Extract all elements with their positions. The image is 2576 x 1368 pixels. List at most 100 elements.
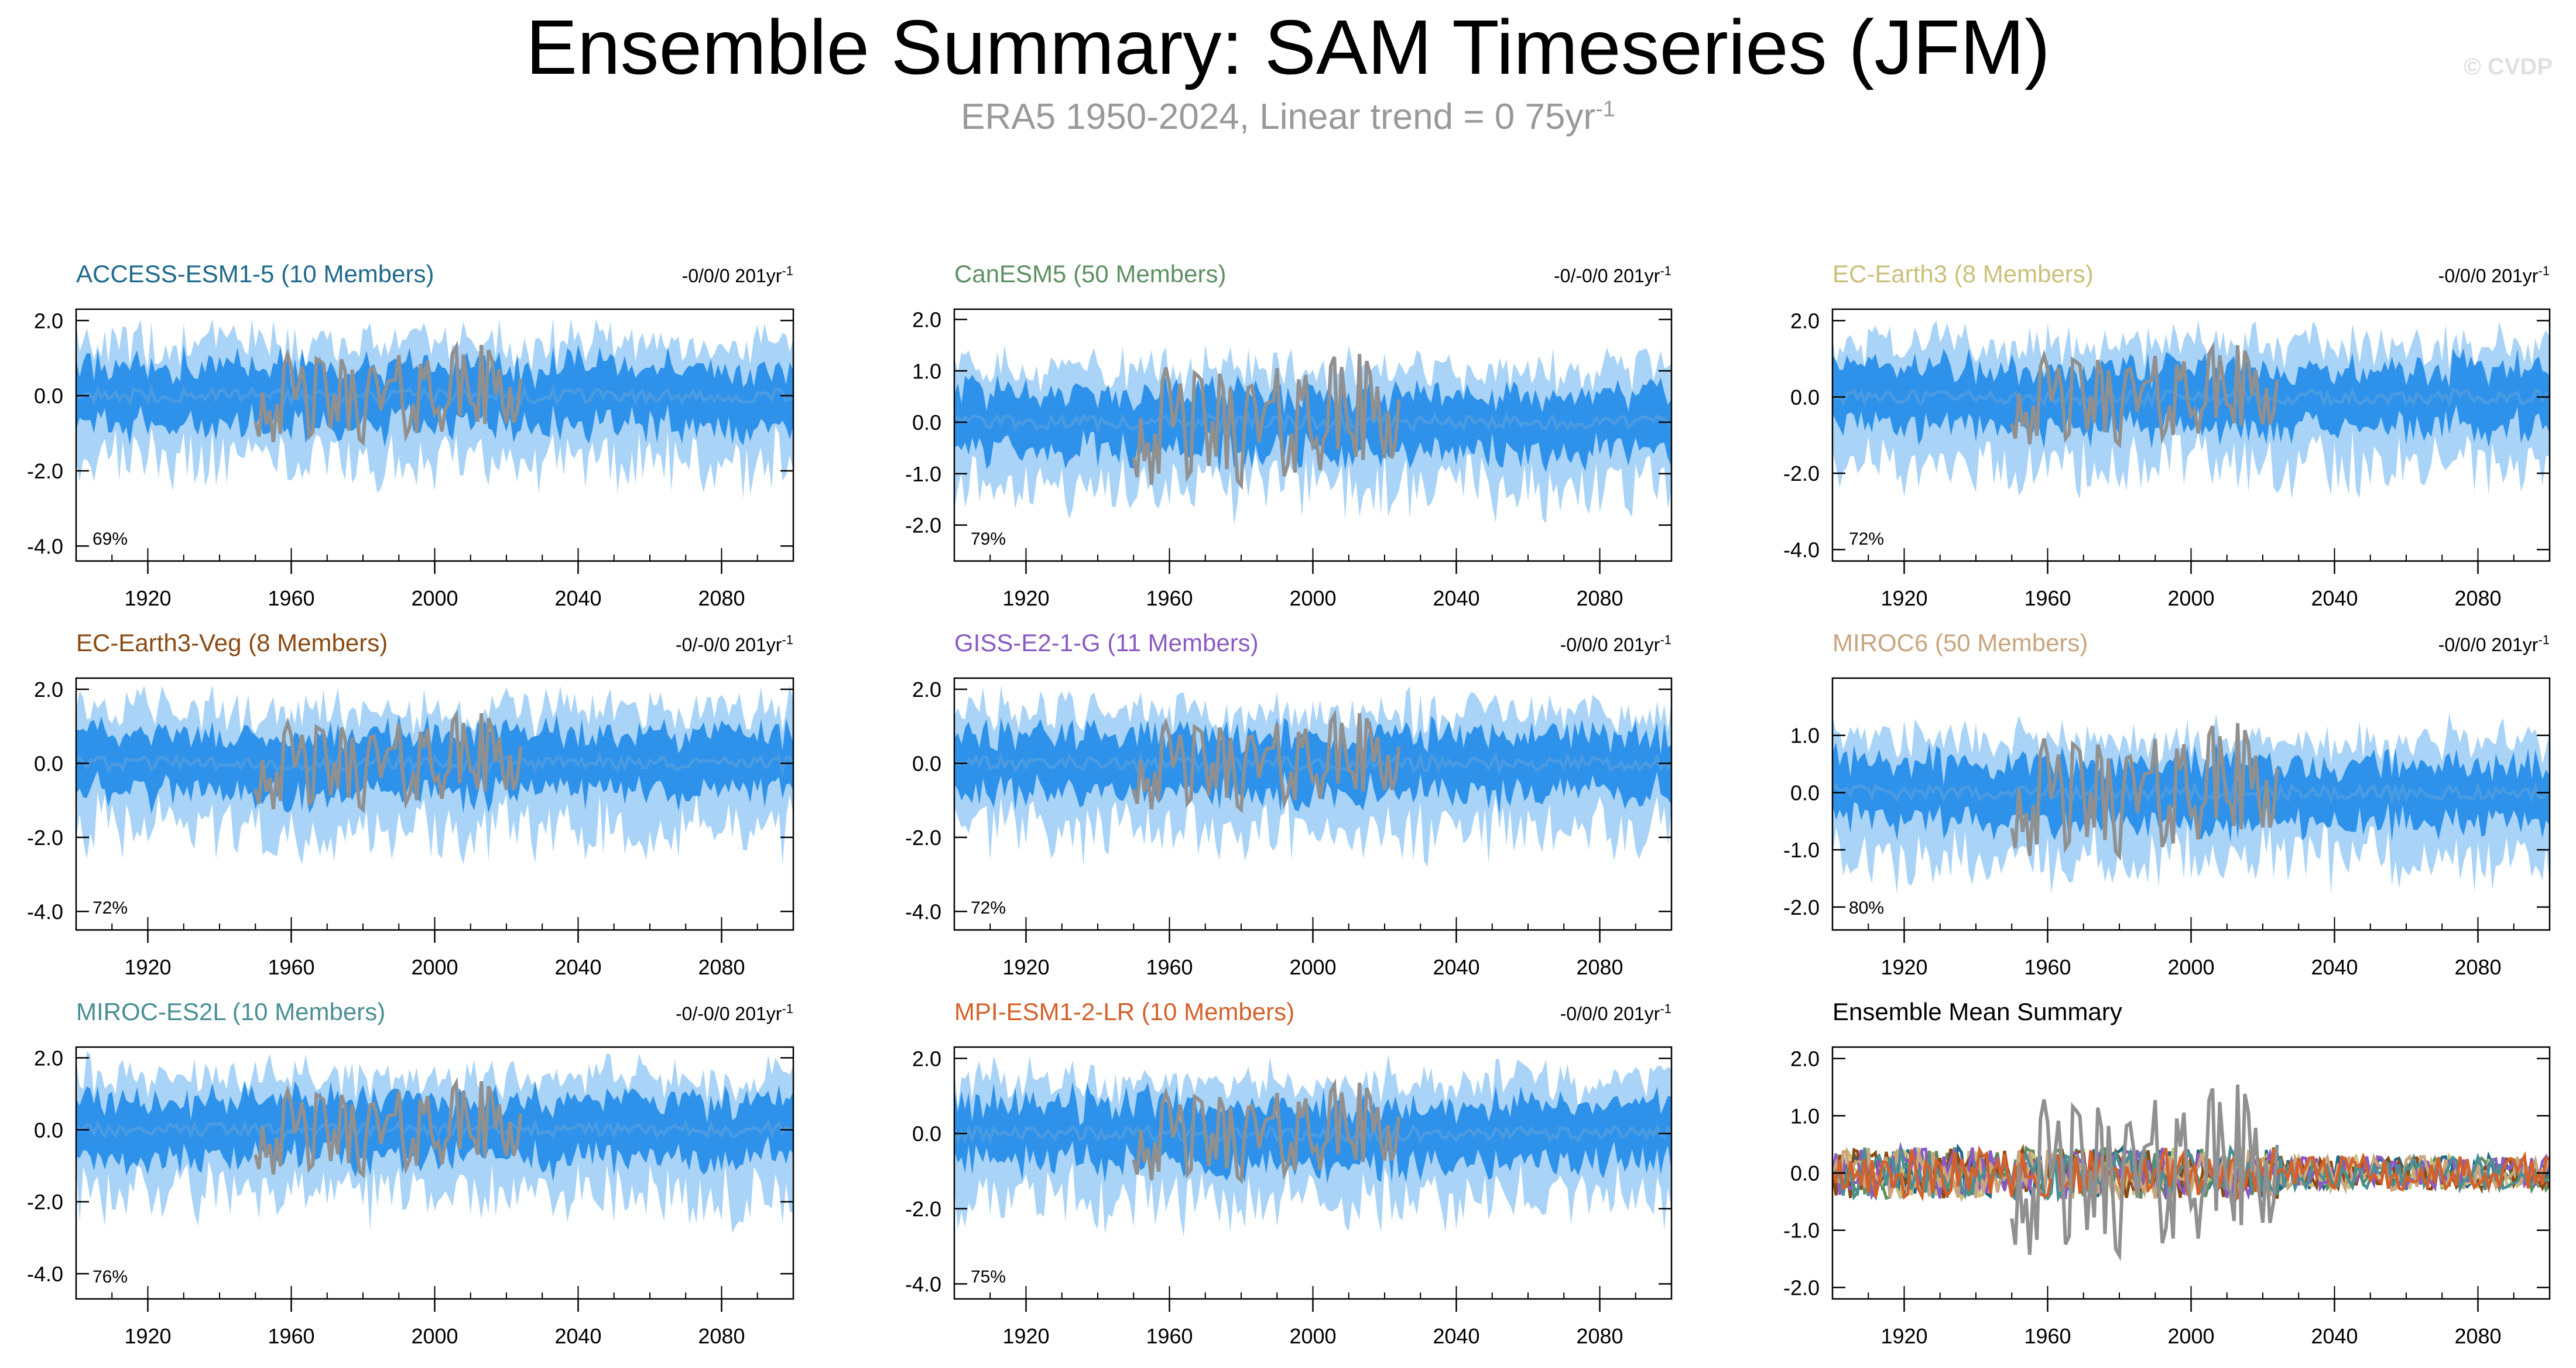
panel-title: EC-Earth3-Veg (8 Members): [76, 629, 388, 656]
chart-panel: 2.0 0.0 -2.0 -4.0 1920 1960 2000 2040 2080 GISS-E…: [905, 629, 1673, 979]
x-tick-label: 2040: [2311, 955, 2358, 979]
x-tick-label: 1960: [1146, 1324, 1193, 1348]
observations-line: [254, 340, 523, 447]
x-tick-label: 2040: [2311, 1324, 2358, 1348]
subtitle-text: ERA5 1950-2024, Linear trend = 0 75yr: [961, 97, 1596, 137]
percent-label: 80%: [1849, 898, 1884, 918]
x-tick-label: 2080: [2454, 1324, 2501, 1348]
percent-label: 79%: [971, 529, 1006, 549]
x-tick-label: 2080: [1576, 586, 1623, 610]
panel-title: MIROC-ES2L (10 Members): [76, 998, 385, 1025]
trend-label: -0/-0/0 201yr-1: [676, 1001, 793, 1024]
trend-label: -0/0/0 201yr-1: [2438, 632, 2550, 655]
x-tick-label: 2040: [1433, 586, 1479, 610]
y-tick-label: 2.0: [34, 309, 63, 333]
panel-title: Ensemble Mean Summary: [1832, 998, 2122, 1025]
y-tick-label: -2.0: [27, 826, 63, 850]
chart-panel: 2.0 0.0 -2.0 -4.0 1920 1960 2000 2040 2080 EC-Ear…: [1783, 260, 2551, 610]
plot-area: [76, 685, 793, 865]
x-tick-label: 2080: [2454, 586, 2501, 610]
trend-label: -0/-0/0 201yr-1: [676, 632, 793, 655]
plot-area: [954, 686, 1671, 867]
subtitle-superscript: -1: [1595, 97, 1615, 122]
chart-panel: 1.0 0.0 -1.0 -2.0 1920 1960 2000 2040 2080 MIROC6…: [1783, 629, 2551, 979]
x-tick-label: 2040: [2311, 586, 2358, 610]
model-mean-line: [1832, 1145, 2550, 1202]
percent-label: 72%: [1849, 529, 1884, 549]
observations-line: [254, 1077, 523, 1179]
x-tick-label: 2000: [411, 955, 458, 979]
y-tick-label: 0.0: [912, 411, 941, 435]
envelope-inner: [76, 1080, 793, 1182]
x-tick-label: 1960: [1146, 586, 1193, 610]
y-tick-label: 0.0: [912, 751, 941, 775]
plot-area: [1832, 320, 2550, 500]
y-tick-label: -4.0: [1783, 538, 1820, 562]
x-tick-label: 2080: [2454, 955, 2501, 979]
x-tick-label: 1960: [268, 1324, 314, 1348]
chart-panel: 2.0 0.0 -2.0 -4.0 1920 1960 2000 2040 2080 MIROC-…: [27, 998, 794, 1348]
panel-title: MIROC6 (50 Members): [1832, 629, 2088, 656]
plot-area: [954, 344, 1671, 525]
y-tick-label: 1.0: [1790, 724, 1820, 748]
y-tick-label: 0.0: [1790, 385, 1820, 409]
x-tick-label: 2040: [1433, 955, 1479, 979]
percent-label: 72%: [93, 898, 128, 918]
trend-label: -0/0/0 201yr-1: [2438, 264, 2550, 286]
percent-label: 69%: [93, 529, 128, 549]
x-tick-label: 1920: [124, 1324, 171, 1348]
x-tick-label: 1960: [2024, 1324, 2071, 1348]
x-tick-label: 1960: [268, 586, 314, 610]
x-tick-label: 1960: [1146, 955, 1193, 979]
y-tick-label: 1.0: [912, 359, 941, 383]
panel-title: GISS-E2-1-G (11 Members): [954, 629, 1259, 656]
envelope-inner: [76, 344, 793, 447]
trend-label: -0/0/0 201yr-1: [682, 264, 793, 286]
x-tick-label: 2040: [1433, 1324, 1479, 1348]
y-tick-label: 2.0: [34, 1046, 63, 1070]
ensemble-mean-line: [76, 1118, 793, 1140]
y-tick-label: 0.0: [1790, 781, 1820, 805]
y-tick-label: -4.0: [27, 900, 63, 924]
x-tick-label: 1960: [2024, 955, 2071, 979]
y-tick-label: 2.0: [912, 308, 941, 332]
x-tick-label: 2000: [411, 1324, 458, 1348]
y-tick-label: -4.0: [905, 900, 941, 924]
trend-label: -0/0/0 201yr-1: [1560, 1001, 1671, 1024]
y-tick-label: 2.0: [1790, 1047, 1820, 1071]
y-tick-label: -1.0: [1783, 1219, 1820, 1243]
y-tick-label: -2.0: [1783, 895, 1820, 919]
x-tick-label: 1960: [268, 955, 314, 979]
ensemble-mean-line: [76, 753, 793, 776]
copyright-label: © CVDP: [2464, 54, 2553, 80]
y-tick-label: 0.0: [912, 1122, 941, 1146]
y-tick-label: 2.0: [912, 678, 941, 702]
y-tick-label: -1.0: [1783, 838, 1820, 862]
plot-area: [76, 1051, 793, 1233]
chart-panel: 2.0 1.0 0.0 -1.0 -2.0 1920 1960 2000 2040 2080 Ens…: [1783, 998, 2551, 1348]
x-tick-label: 1920: [1880, 586, 1927, 610]
observations-line: [2010, 341, 2279, 449]
chart-panel: 2.0 0.0 -2.0 -4.0 1920 1960 2000 2040 2080 ACCESS…: [27, 260, 794, 610]
x-tick-label: 2040: [554, 955, 601, 979]
y-tick-label: -2.0: [27, 1190, 63, 1214]
panel-title: MPI-ESM1-2-LR (10 Members): [954, 998, 1294, 1025]
chart-panel: 2.0 1.0 0.0 -1.0 -2.0 1920 1960 2000 2040 2080 Can…: [905, 260, 1673, 610]
x-tick-label: 2080: [698, 586, 745, 610]
y-tick-label: -2.0: [905, 1197, 941, 1221]
x-tick-label: 1920: [124, 586, 171, 610]
y-tick-label: 0.0: [34, 384, 63, 408]
x-tick-label: 2000: [1289, 586, 1336, 610]
plot-area: [954, 1054, 1671, 1237]
x-tick-label: 2000: [2167, 1324, 2214, 1348]
percent-label: 76%: [93, 1267, 128, 1287]
y-tick-label: -1.0: [905, 462, 941, 486]
panel-title: ACCESS-ESM1-5 (10 Members): [76, 260, 434, 288]
y-tick-label: -4.0: [905, 1272, 941, 1296]
page-title: Ensemble Summary: SAM Timeseries (JFM): [526, 4, 2050, 90]
envelope-inner: [954, 1082, 1671, 1184]
y-tick-label: 1.0: [1790, 1104, 1820, 1128]
panel-title: CanESM5 (50 Members): [954, 260, 1226, 288]
observations-line: [2010, 1085, 2279, 1261]
observations-line: [1132, 709, 1401, 813]
